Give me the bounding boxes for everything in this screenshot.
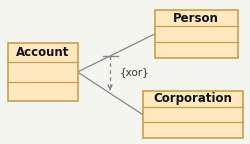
Bar (142, 91, 242, 138)
Text: Corporation: Corporation (153, 92, 232, 105)
Text: {xor}: {xor} (120, 67, 150, 77)
Bar (8, 43, 78, 101)
Text: Account: Account (16, 46, 69, 59)
Text: Person: Person (173, 12, 219, 24)
Bar (155, 10, 238, 58)
